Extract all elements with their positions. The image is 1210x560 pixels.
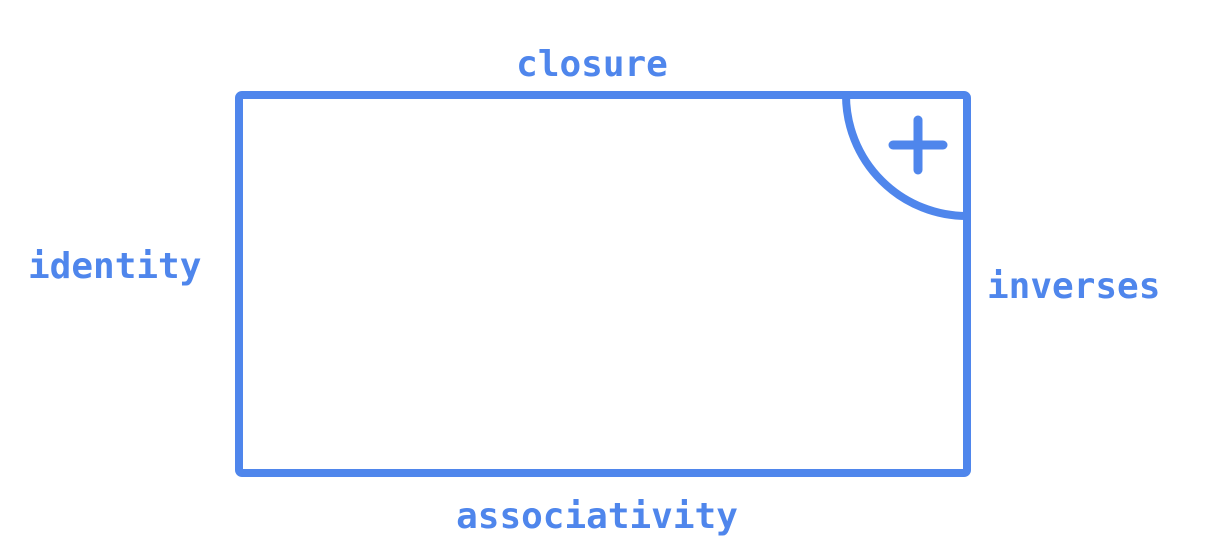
label-left: identity [28, 246, 201, 287]
label-top: closure [516, 44, 668, 85]
label-bottom: associativity [456, 496, 738, 537]
corner-arc [842, 91, 971, 220]
plus-icon [888, 115, 948, 175]
label-right: inverses [987, 266, 1160, 307]
group-box [235, 91, 971, 477]
